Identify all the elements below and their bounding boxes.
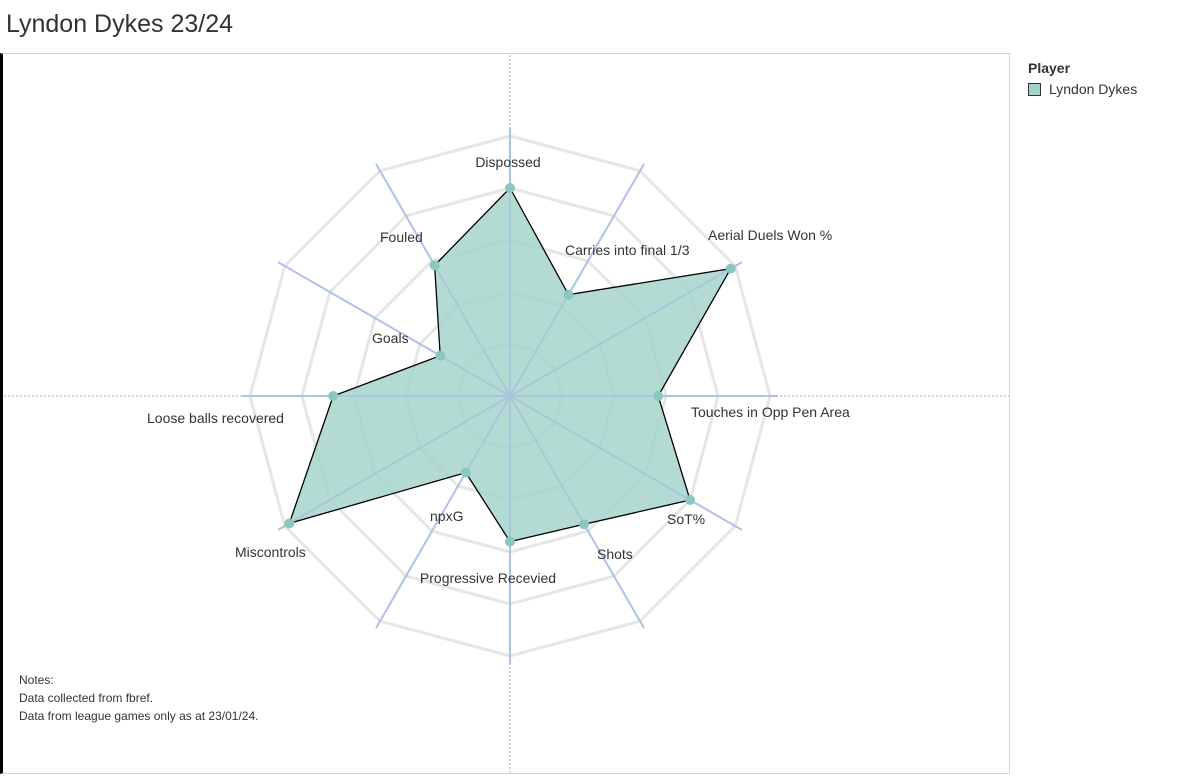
chart-title: Lyndon Dykes 23/24	[6, 10, 234, 38]
data-point	[460, 467, 471, 478]
axis-spoke-overlay	[375, 395, 511, 629]
axis-spoke-overlay	[509, 395, 743, 531]
data-point	[653, 391, 664, 401]
data-point	[685, 495, 696, 505]
data-point	[505, 536, 515, 547]
data-point	[328, 391, 339, 401]
axis-label: npxG	[430, 508, 463, 524]
axis-spoke-overlay	[509, 261, 743, 397]
axis-label: Miscontrols	[235, 544, 306, 560]
axis-label: Dispossed	[475, 154, 540, 170]
axis-label: Shots	[597, 546, 633, 562]
axis-spoke-overlay	[509, 395, 645, 629]
axis-label: Touches in Opp Pen Area	[691, 404, 850, 420]
axis-label: Aerial Duels Won %	[708, 227, 832, 243]
legend-title: Player	[1028, 60, 1071, 76]
data-point	[429, 260, 440, 271]
axis-label: SoT%	[667, 511, 705, 527]
notes-heading: Notes:	[19, 673, 54, 687]
data-point	[505, 183, 515, 193]
notes-line: Data from league games only as at 23/01/…	[19, 709, 259, 723]
axis-label: Fouled	[380, 229, 423, 245]
legend: Player Lyndon Dykes	[1028, 60, 1137, 97]
axis-label: Carries into final 1/3	[565, 242, 690, 258]
data-point	[284, 518, 295, 529]
data-point	[563, 289, 574, 300]
data-point	[579, 519, 590, 530]
axis-label: Goals	[372, 330, 409, 346]
axis-labels: Dispossed Carries into final 1/3 Aerial Du…	[147, 154, 850, 586]
axis-spoke-overlay	[277, 395, 511, 531]
axis-label: Progressive Recevied	[420, 570, 556, 586]
crosshair-lines	[4, 55, 1009, 773]
legend-label: Lyndon Dykes	[1049, 81, 1138, 97]
notes-line: Data collected from fbref.	[19, 691, 154, 705]
data-point	[435, 350, 446, 361]
series-points	[284, 183, 736, 547]
legend-swatch	[1028, 82, 1041, 96]
axis-label: Loose balls recovered	[147, 410, 284, 426]
legend-item[interactable]: Lyndon Dykes	[1028, 81, 1137, 97]
chart-panel	[0, 53, 1010, 774]
notes: Notes: Data collected from fbref. Data f…	[19, 671, 258, 725]
axis-spoke-overlay	[277, 261, 511, 397]
data-point	[725, 263, 736, 274]
axis-spoke-overlay	[509, 163, 645, 397]
axis-spoke-overlay	[375, 163, 511, 397]
